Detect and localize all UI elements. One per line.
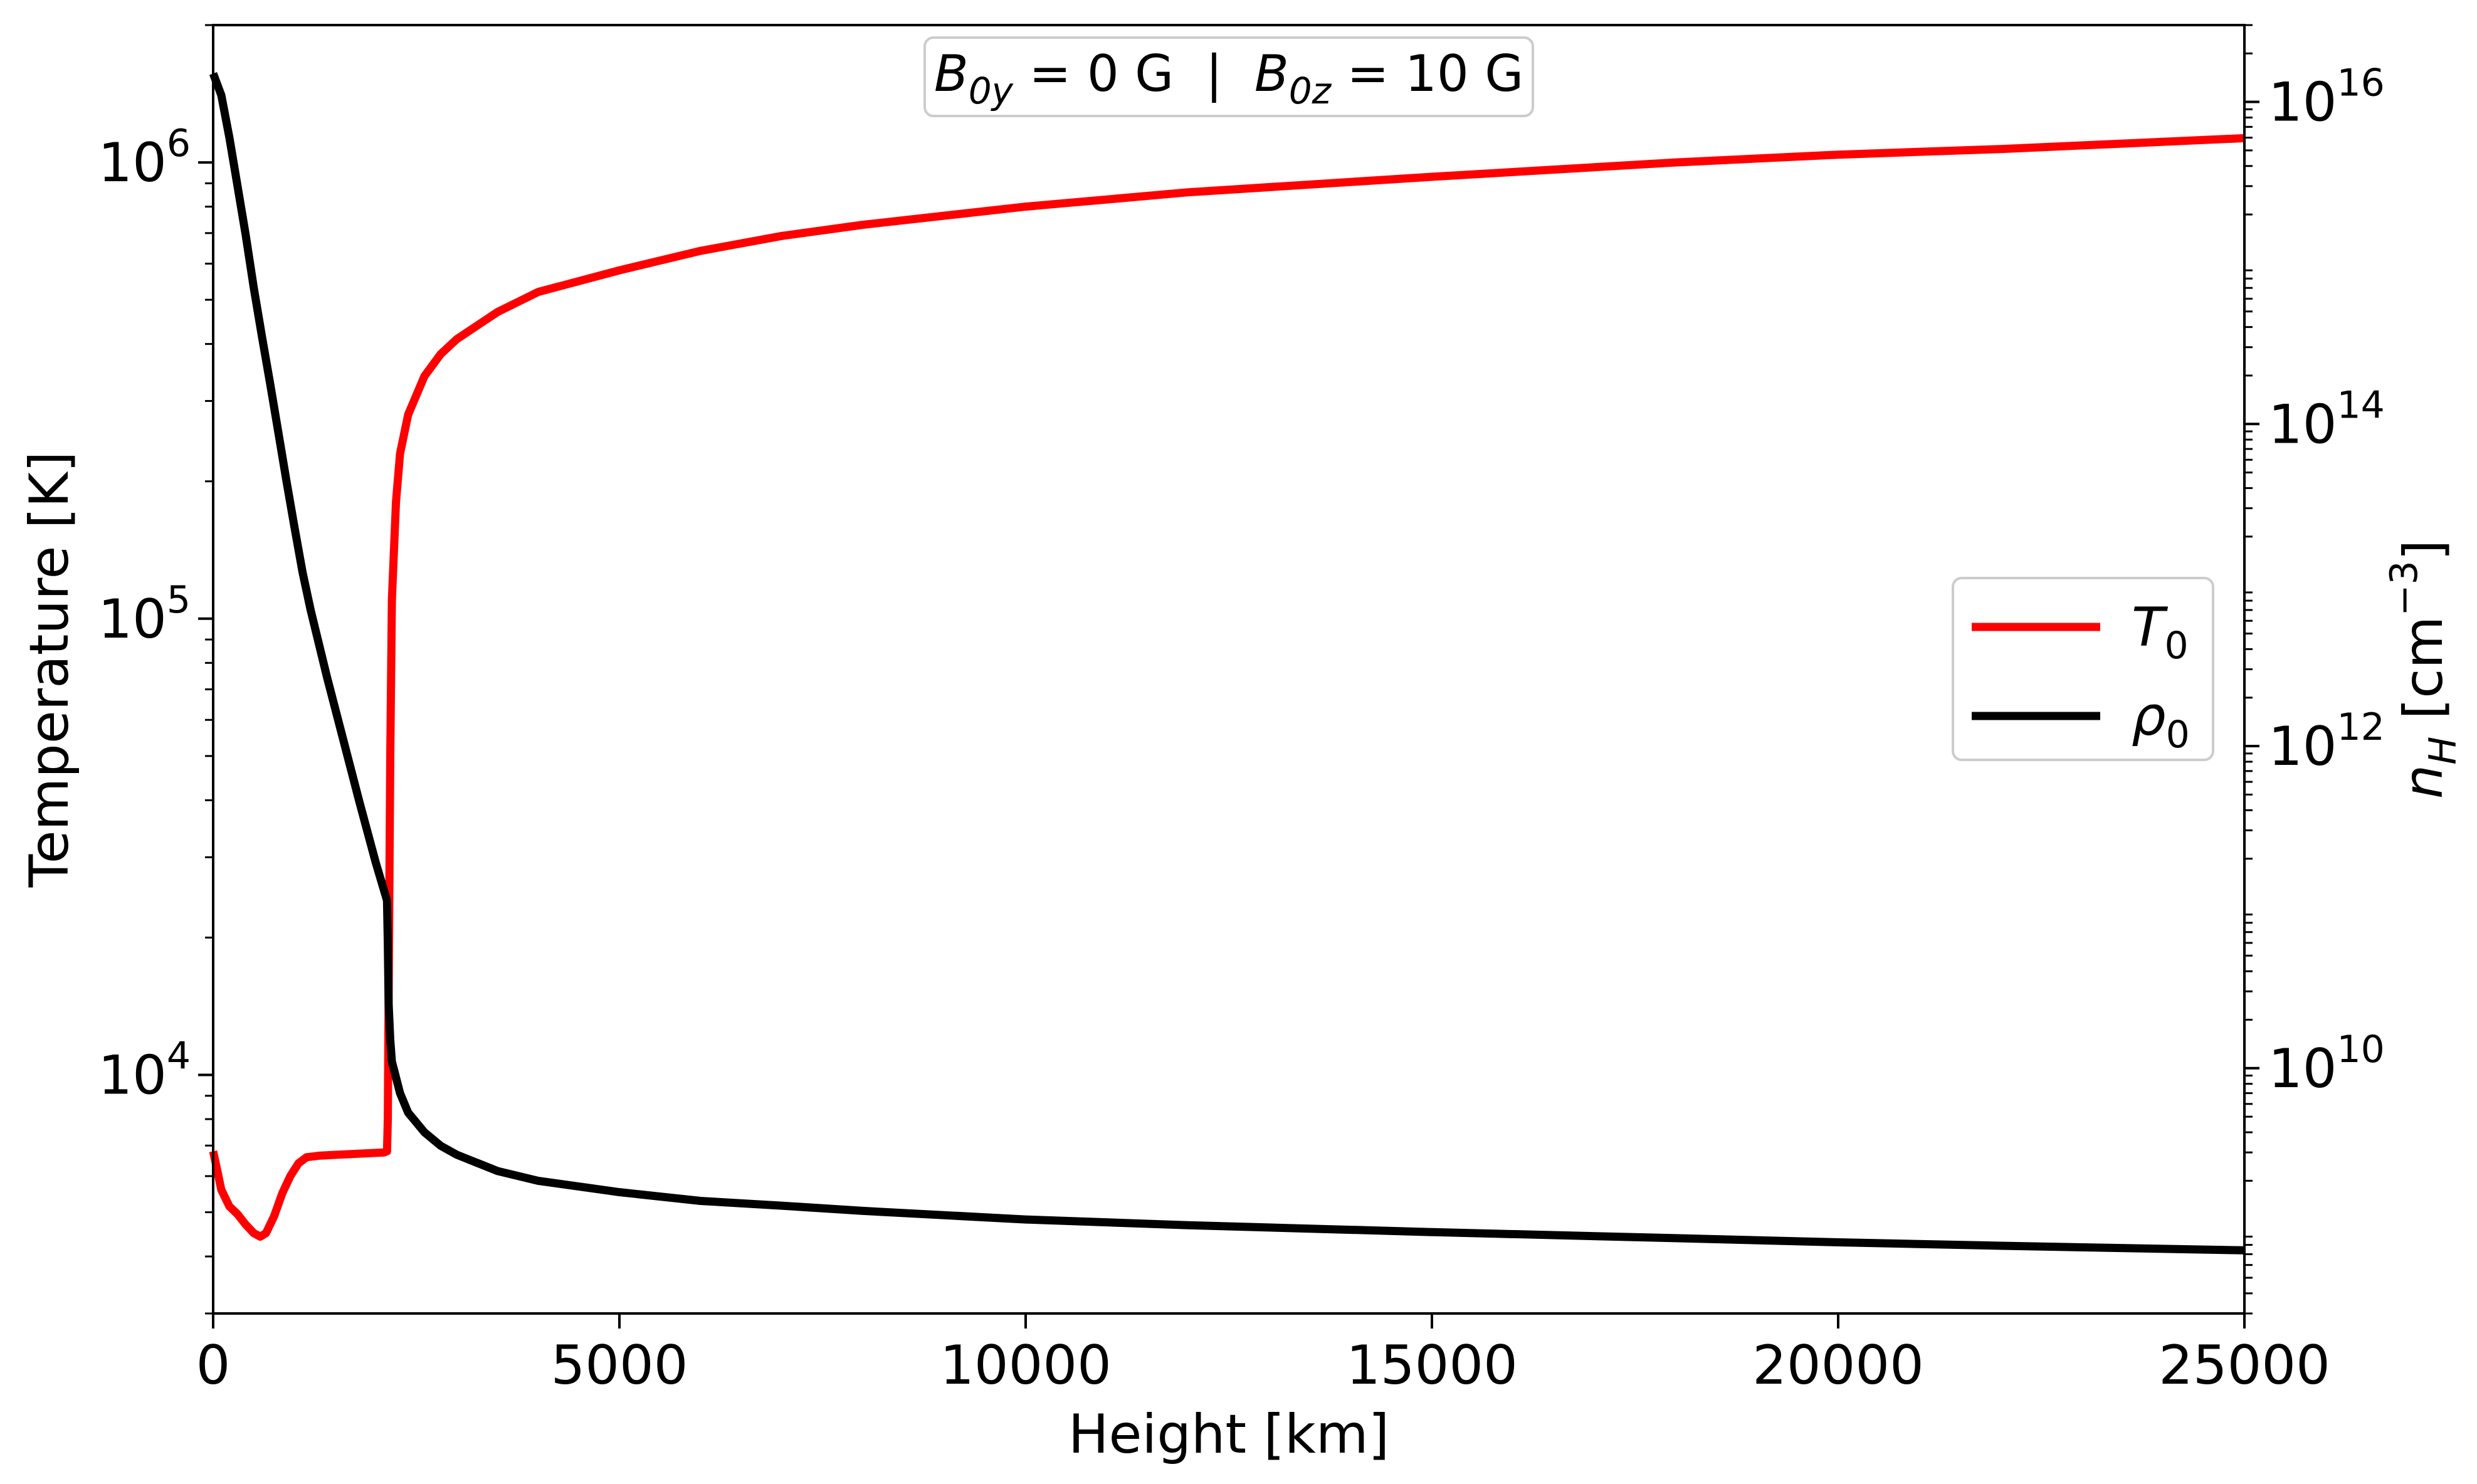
annotation-text: B0y = 0 G | B0z = 10 G xyxy=(934,45,1523,112)
x-tick-label: 15000 xyxy=(1346,1334,1518,1397)
annotation-box xyxy=(923,36,1534,117)
y-left-axis-label: Temperature [K] xyxy=(18,451,81,888)
series-line-density xyxy=(209,72,2245,1255)
series-group xyxy=(209,72,2245,1255)
y-right-axis-label: nH [cm−3] xyxy=(2382,540,2465,799)
x-tick-label: 10000 xyxy=(940,1334,1112,1397)
series-line-temperature xyxy=(209,134,2245,1241)
x-tick-label: 20000 xyxy=(1752,1334,1924,1397)
legend-label: ρ0 xyxy=(2132,685,2190,757)
annotation-group: B0y = 0 G | B0z = 10 G xyxy=(923,36,1534,117)
x-tick-label: 25000 xyxy=(2159,1334,2330,1397)
x-tick-label: 0 xyxy=(196,1334,231,1397)
y-right-tick-label: 1010 xyxy=(2268,1028,2385,1100)
y-right-tick-label: 1014 xyxy=(2268,383,2385,456)
legend-label: T0 xyxy=(2132,596,2189,668)
y-right-tick-label: 1012 xyxy=(2268,705,2385,778)
axes-group: 0 5000 10000 15000 20000 25000 104 105 106 1010 10… xyxy=(18,24,2465,1466)
y-left-tick-label: 105 xyxy=(98,578,191,651)
y-right-tick-label: 1016 xyxy=(2268,61,2385,134)
y-left-tick-label: 106 xyxy=(98,122,191,194)
x-tick-label: 5000 xyxy=(551,1334,688,1397)
y-left-tick-label: 104 xyxy=(98,1034,191,1107)
x-axis-label: Height [km] xyxy=(1068,1403,1389,1466)
